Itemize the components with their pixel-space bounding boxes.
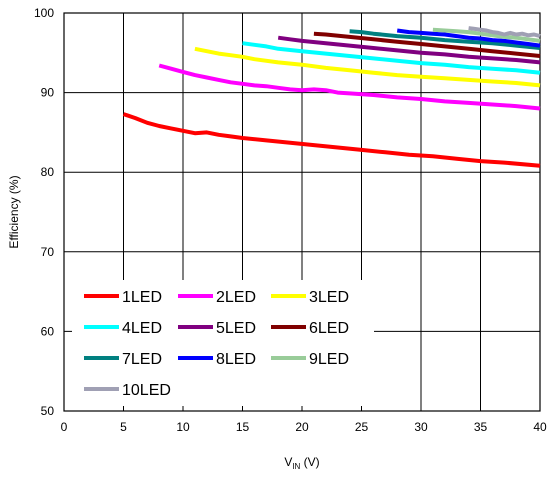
series-line-3led (194, 46, 541, 88)
series-layer (122, 26, 541, 168)
legend-label-4led: 4LED (122, 320, 162, 337)
y-tick-label: 100 (34, 6, 54, 20)
y-tick-label: 90 (41, 86, 55, 100)
y-tick-label: 70 (41, 245, 55, 259)
series-line-9led (432, 27, 541, 43)
x-tick-label: 5 (120, 420, 127, 434)
x-tick-label: 40 (533, 420, 547, 434)
legend-label-8led: 8LED (216, 351, 256, 368)
x-axis-label: VIN (V) (284, 455, 319, 471)
series-line-5led (277, 35, 541, 65)
plot-frame (63, 12, 541, 412)
y-tick-label: 50 (41, 404, 55, 418)
legend-label-3led: 3LED (309, 289, 349, 306)
y-tick-label: 80 (41, 165, 55, 179)
x-tick-label: 25 (355, 420, 369, 434)
x-tick-label: 20 (295, 420, 309, 434)
legend-label-5led: 5LED (216, 320, 256, 337)
legend-label-1led: 1LED (122, 289, 162, 306)
x-tick-label: 30 (414, 420, 428, 434)
legend-box (72, 280, 374, 406)
legend-label-2led: 2LED (216, 289, 256, 306)
tick-layer: 0 5 10 15 20 25 30 35 40 50 60 70 80 90 100 (34, 6, 547, 434)
legend-label-10led: 10LED (122, 382, 171, 399)
y-axis-label: Efficiency (%) (7, 175, 21, 248)
series-line-7led (349, 29, 541, 50)
x-tick-label: 10 (176, 420, 190, 434)
series-line-2led (158, 63, 541, 111)
series-line-8led (396, 28, 541, 48)
y-tick-label: 60 (41, 324, 55, 338)
x-axis-label-unit: (V) (300, 455, 319, 469)
x-axis-label-main: V (284, 455, 292, 469)
legend-label-9led: 9LED (309, 351, 349, 368)
series-line-10led (468, 26, 541, 39)
series-line-4led (242, 41, 541, 75)
series-line-1led (122, 112, 541, 168)
x-tick-label: 0 (61, 420, 68, 434)
x-tick-label: 35 (474, 420, 488, 434)
x-tick-label: 15 (236, 420, 250, 434)
legend-label-6led: 6LED (309, 320, 349, 337)
grid-layer (63, 12, 541, 412)
legend-label-7led: 7LED (122, 351, 162, 368)
legend-layer: 1LED 2LED 3LED 4LED 5LED 6LED 7LED 8LED 9LED 10LE… (84, 289, 349, 399)
series-line-6led (313, 31, 541, 58)
x-axis-label-subscript: IN (292, 462, 300, 471)
